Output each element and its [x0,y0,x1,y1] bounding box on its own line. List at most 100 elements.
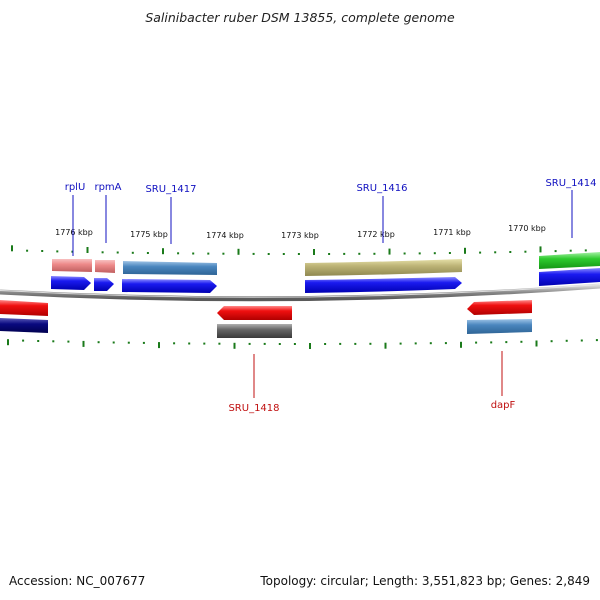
major-tick [388,248,391,255]
gene-label-rpmA[interactable]: rpmA [94,182,121,193]
minor-tick [293,343,296,345]
feature-dapF-gene[interactable] [467,319,532,334]
minor-tick [41,250,44,252]
minor-tick [207,252,210,255]
ruler-label-1773: 1773 kbp [281,231,319,240]
minor-tick [71,250,74,253]
ruler-label-1771: 1771 kbp [433,228,471,237]
minor-tick [550,340,553,343]
minor-tick [433,252,436,255]
minor-tick [112,341,115,344]
cds-arrow-SRU_1418[interactable] [217,306,292,320]
minor-tick [282,253,285,255]
minor-tick [448,252,451,254]
major-tick [86,247,89,253]
minor-tick [188,342,191,345]
minor-tick [267,253,270,255]
minor-tick [222,252,225,255]
minor-tick [263,342,266,345]
minor-tick [37,340,40,342]
cds-arrow-SRU_1417[interactable] [122,279,217,293]
minor-tick [22,339,25,342]
major-tick [237,248,240,255]
minor-tick [52,340,55,343]
minor-tick [343,252,346,255]
minor-tick [509,251,512,253]
minor-tick [399,342,402,345]
gene-label-SRU_1416[interactable]: SRU_1416 [356,183,407,194]
major-tick [7,339,9,346]
feature-SRU_1417-gene[interactable] [123,261,217,275]
minor-tick [595,339,598,342]
minor-tick [403,252,406,255]
feature-SRU_1414-gene[interactable] [539,252,600,269]
minor-tick [479,251,482,254]
minor-tick [339,342,342,345]
cds-arrow-SRU_1414[interactable] [539,268,600,286]
minor-tick [56,250,59,253]
minor-tick [475,341,478,344]
minor-tick [252,252,255,255]
genome-backbone [0,283,600,302]
minor-tick [524,250,527,253]
feature-SRU_1418-gene[interactable] [217,324,292,338]
cds-arrow-SRU_1416[interactable] [305,277,462,293]
feature-left-edge-gene[interactable] [0,318,48,333]
minor-tick [127,341,130,344]
minor-tick [177,252,180,255]
ruler-label-1776: 1776 kbp [55,228,93,237]
outer-tick-row [11,245,587,255]
gene-label-SRU_1414[interactable]: SRU_1414 [545,178,596,189]
cds-arrow-rplU[interactable] [51,276,91,290]
minor-tick [354,342,357,345]
minor-tick [203,342,206,345]
minor-tick [490,341,493,344]
cds-arrow-rpmA[interactable] [94,278,114,291]
cds-arrow-dapF[interactable] [467,300,532,315]
minor-tick [505,341,508,344]
minor-tick [97,341,100,344]
minor-tick [328,253,331,255]
minor-tick [418,252,421,255]
ruler-label-1772: 1772 kbp [357,230,395,239]
gene-label-SRU_1418[interactable]: SRU_1418 [228,403,279,414]
minor-tick [494,251,497,254]
major-tick [464,247,466,254]
major-tick [535,340,538,347]
gene-label-dapF[interactable]: dapF [491,400,516,411]
feature-rplU-gene[interactable] [52,259,92,272]
minor-tick [131,251,134,254]
major-tick [158,342,160,349]
feature-rpmA-gene[interactable] [95,260,115,273]
minor-tick [429,342,432,345]
feature-SRU_1416-gene[interactable] [305,259,462,276]
gene-label-rplU[interactable]: rplU [65,182,86,193]
minor-tick [358,252,361,255]
major-tick [309,343,311,349]
map-title: Salinibacter ruber DSM 13855, complete g… [145,10,455,25]
minor-tick [569,249,572,252]
minor-tick [580,339,583,342]
minor-tick [116,251,119,254]
major-tick [82,340,85,347]
ruler-label-1774: 1774 kbp [206,231,244,240]
minor-tick [520,340,523,343]
gene-label-SRU_1417[interactable]: SRU_1417 [145,184,196,195]
minor-tick [444,342,447,345]
minor-tick [67,340,70,343]
minor-tick [324,343,327,345]
minor-tick [373,252,376,255]
minor-tick [142,341,145,344]
major-tick [460,341,462,348]
minor-tick [26,249,29,252]
genome-summary-text: Topology: circular; Length: 3,551,823 bp… [260,574,590,588]
minor-tick [565,339,568,342]
minor-tick [173,342,176,345]
major-tick [162,248,164,255]
cds-arrow-left-edge[interactable] [0,300,48,316]
minor-tick [278,343,281,345]
minor-tick [101,251,104,254]
ruler-label-1770: 1770 kbp [508,224,546,233]
ruler-label-1775: 1775 kbp [130,230,168,239]
